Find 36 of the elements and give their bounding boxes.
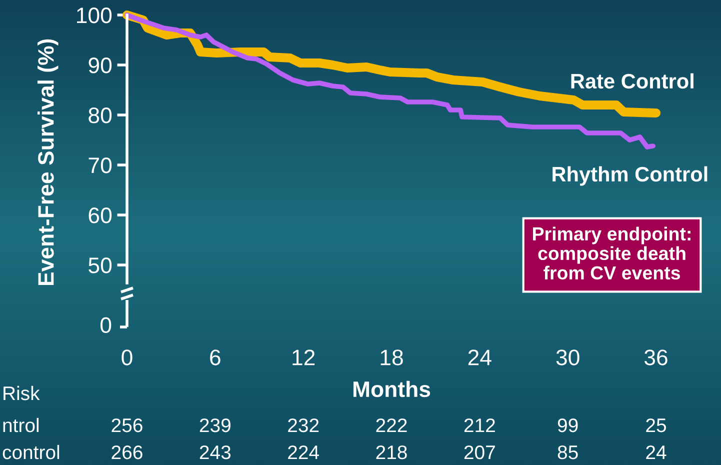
- text: 239: [200, 418, 230, 432]
- y-tick-label: 70: [88, 158, 112, 174]
- text: 256: [112, 418, 142, 432]
- text: control: [2, 444, 60, 460]
- text: 24: [646, 445, 666, 460]
- text: 232: [288, 418, 319, 432]
- annotation: Primary endpoint: composite death from CV events: [533, 226, 690, 280]
- text: 25: [646, 418, 666, 432]
- x-tick-label: 24: [468, 350, 492, 366]
- x-tick-label: 6: [210, 350, 220, 366]
- x-tick-label: 0: [122, 350, 132, 366]
- y-tick-label: 100: [77, 8, 112, 24]
- text: 99: [558, 418, 578, 432]
- x-axis-title: Months: [353, 380, 430, 398]
- text: 243: [200, 445, 231, 460]
- text: 212: [464, 418, 495, 432]
- text: 0: [100, 317, 112, 333]
- y-axis-title: Event-Free Survival (%): [38, 39, 58, 286]
- text: 207: [464, 445, 495, 460]
- series-label: Rhythm Control: [552, 166, 708, 186]
- x-tick-label: 12: [292, 350, 315, 366]
- x-tick-label: 30: [556, 350, 580, 366]
- x-tick-label: 36: [644, 350, 668, 366]
- text: ntrol: [3, 418, 39, 432]
- x-tick-label: 18: [380, 350, 403, 366]
- text: 222: [376, 418, 407, 432]
- text: 266: [112, 445, 142, 460]
- y-tick-label: 50: [88, 258, 112, 274]
- series-label: Rate Control: [571, 73, 694, 89]
- text: 224: [288, 445, 319, 460]
- y-tick-label: 80: [88, 108, 112, 124]
- text: Risk: [4, 386, 40, 400]
- text: 218: [376, 445, 407, 460]
- text: 85: [558, 445, 578, 460]
- y-tick-label: 60: [88, 208, 112, 224]
- y-tick-label: 90: [88, 58, 112, 74]
